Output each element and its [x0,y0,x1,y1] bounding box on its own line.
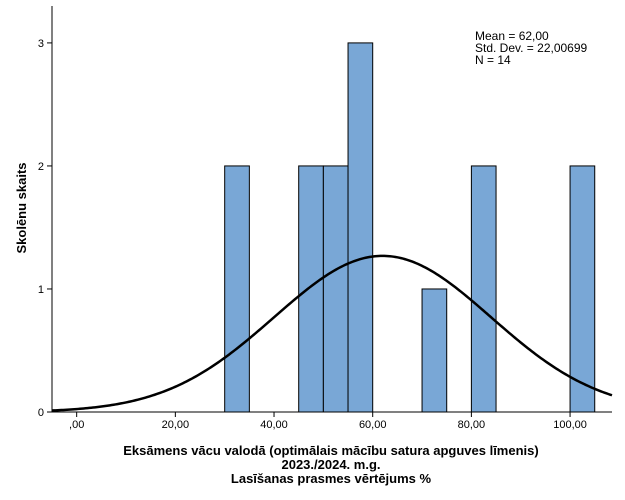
x-axis-ticks: ,00 20,00 40,00 60,00 80,00 100,00 [69,412,587,431]
stat-std-dev: Std. Dev. = 22,00699 [475,41,588,55]
stat-mean: Mean = 62,00 [475,29,549,43]
y-tick-label: 0 [38,407,44,419]
histogram-bar [470,165,497,413]
x-tick-label: 20,00 [162,419,190,431]
y-axis-label: Skolēnu skaits [14,162,29,253]
histogram-bar [421,288,448,413]
x-axis-label-line-3: Lasīšanas prasmes vērtējums % [231,471,432,486]
x-tick-label: 60,00 [359,419,387,431]
histogram-bars [224,42,596,413]
y-tick-label: 3 [38,38,44,50]
histogram-bar [224,165,250,413]
histogram-bar [322,165,349,413]
x-tick-label: 40,00 [260,419,288,431]
stat-n: N = 14 [475,53,511,67]
y-tick-label: 1 [38,284,44,296]
histogram-bar [298,165,324,413]
x-axis-label-line-2: 2023./2024. m.g. [281,457,380,472]
x-axis-label-line-1: Eksāmens vācu valodā (optimālais mācību … [123,443,538,458]
x-tick-label: 80,00 [458,419,486,431]
x-tick-label: ,00 [69,419,84,431]
x-tick-label: 100,00 [553,419,587,431]
y-axis-ticks: 0 1 2 3 [38,38,52,419]
normal-curve [51,254,613,412]
histogram-bar [569,165,596,413]
y-tick-label: 2 [38,161,44,173]
histogram-bar [347,42,374,413]
